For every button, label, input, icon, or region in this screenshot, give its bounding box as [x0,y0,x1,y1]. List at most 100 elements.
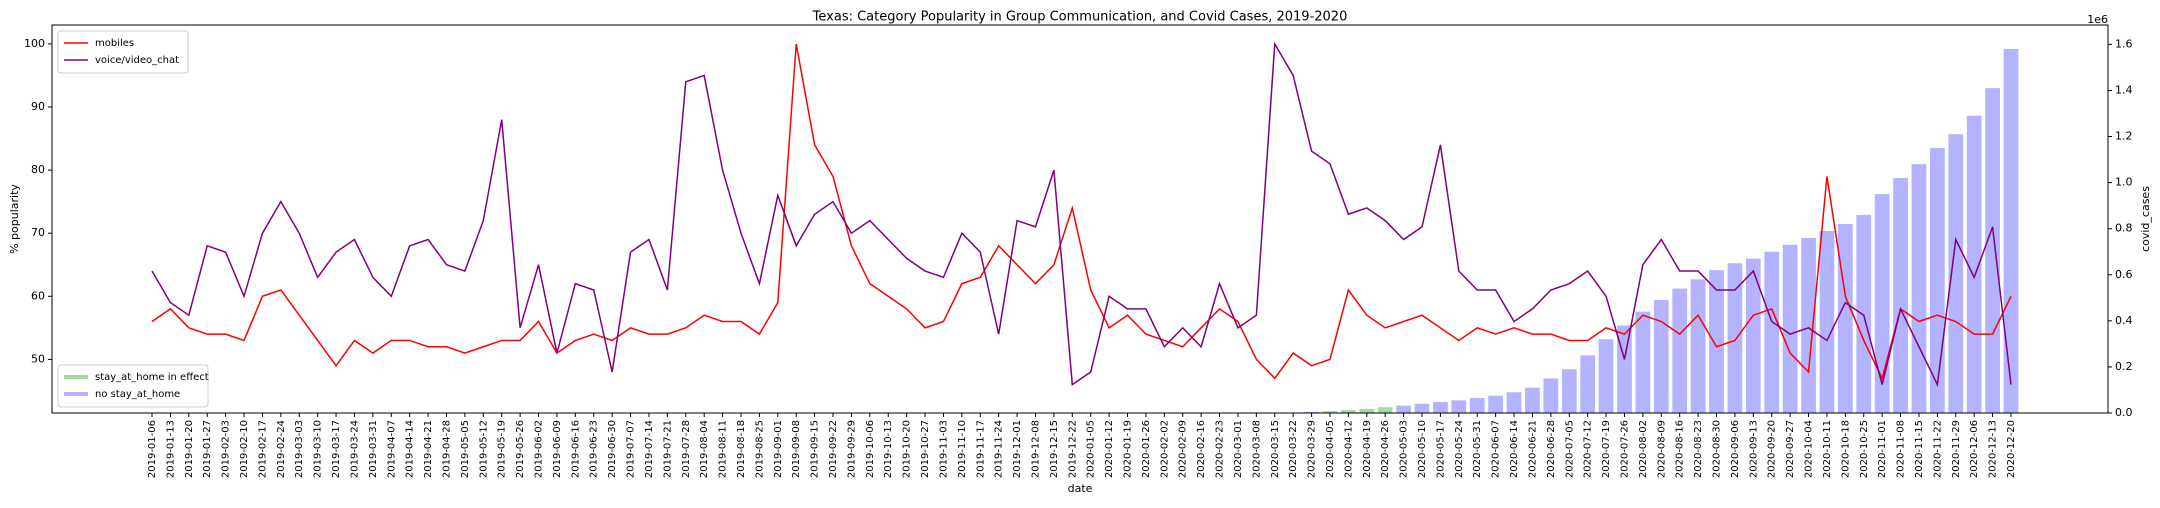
bar [1709,270,1724,413]
x-tick-label: 2019-08-11 [718,420,729,478]
x-tick-label: 2019-02-24 [276,420,287,478]
x-tick-label: 2019-04-07 [386,420,397,478]
x-tick-label: 2020-11-08 [1896,420,1907,478]
x-tick-label: 2020-12-13 [1988,420,1999,478]
x-tick-label: 2019-07-14 [644,420,655,478]
x-tick-label: 2019-06-09 [552,420,563,478]
x-tick-label: 2019-04-14 [405,420,416,478]
x-tick-label: 2020-04-26 [1380,420,1391,478]
x-tick-label: 2019-04-21 [423,420,434,478]
legend: mobiles voice/video_chat [58,31,188,73]
x-tick-label: 2020-01-26 [1141,420,1152,478]
bar [1580,355,1595,413]
x-tick-label: 2019-09-01 [773,420,784,478]
x-tick-label: 2020-05-31 [1472,420,1483,478]
bar [1451,400,1466,413]
x-tick-label: 2019-10-20 [902,420,913,478]
x-tick-label: 2019-10-06 [865,420,876,478]
x-tick-label: 2019-01-06 [147,420,158,478]
y-tick-label: 70 [31,226,45,239]
x-tick-label: 2019-02-10 [239,420,250,478]
bar [1838,224,1853,413]
x-tick-label: 2020-11-15 [1914,420,1925,478]
x-tick-label: 2020-05-24 [1454,420,1465,478]
x-tick-label: 2019-12-15 [1049,420,1060,478]
x-tick-label: 2019-03-31 [368,420,379,478]
bar [1801,238,1816,413]
x-tick-label: 2020-07-12 [1583,420,1594,478]
y-tick-label: 80 [31,163,45,176]
y2-tick-label: 0.2 [2115,360,2133,373]
legend-label: stay_at_home in effect [95,372,209,383]
x-tick-label: 2020-12-20 [2006,420,2017,478]
x-tick-label: 2019-01-13 [165,420,176,478]
y-axis-label: % popularity [8,184,21,254]
x-tick-label: 2020-06-07 [1491,420,1502,478]
bar [1488,396,1503,413]
bar [1985,88,2000,413]
y2-tick-label: 0.8 [2115,222,2133,235]
x-tick-label: 2020-01-19 [1123,420,1134,478]
x-tick-label: 2019-03-17 [331,420,342,478]
x-tick-label: 2020-07-19 [1601,420,1612,478]
x-tick-label: 2020-04-12 [1343,420,1354,478]
bar [1599,339,1614,413]
x-tick-label: 2020-10-25 [1859,420,1870,478]
x-tick-label: 2019-03-10 [313,420,324,478]
x-tick-label: 2019-08-04 [699,420,710,478]
x-tick-label: 2020-08-23 [1693,420,1704,478]
y-tick-label: 50 [31,352,45,365]
x-tick-label: 2020-09-06 [1730,420,1741,478]
bar [1525,388,1540,413]
x-tick-label: 2020-03-01 [1233,420,1244,478]
x-tick-label: 2020-11-01 [1877,420,1888,478]
y2-tick-label: 0.0 [2115,406,2133,419]
x-tick-label: 2019-02-17 [257,420,268,478]
x-tick-label: 2020-10-18 [1840,420,1851,478]
x-tick-label: 2019-08-25 [754,420,765,478]
x-tick-label: 2019-07-07 [626,420,637,478]
bar [1893,178,1908,413]
x-tick-label: 2019-06-02 [534,420,545,478]
bar [1820,231,1835,413]
x-tick-label: 2019-05-05 [460,420,471,478]
bar [1783,245,1798,413]
x-tick-label: 2020-12-06 [1969,420,1980,478]
x-tick-label: 2019-09-15 [810,420,821,478]
x-tick-label: 2020-01-12 [1104,420,1115,478]
bar [2004,49,2019,413]
x-tick-label: 2020-06-21 [1527,420,1538,478]
x-tick-label: 2020-10-04 [1804,420,1815,478]
x-tick-label: 2019-06-16 [570,420,581,478]
bar [1636,312,1651,413]
chart-title: Texas: Category Popularity in Group Comm… [812,10,1348,25]
x-tick-label: 2020-02-09 [1178,420,1189,478]
x-tick-label: 2020-05-03 [1399,420,1410,478]
x-tick-label: 2020-04-05 [1325,420,1336,478]
x-tick-label: 2020-09-20 [1767,420,1778,478]
x-tick-label: 2020-08-16 [1675,420,1686,478]
x-tick-label: 2020-10-11 [1822,420,1833,478]
x-tick-label: 2020-02-16 [1196,420,1207,478]
bar [1654,300,1669,413]
x-tick-label: 2019-03-24 [349,420,360,478]
x-tick-label: 2020-07-05 [1564,420,1575,478]
y2-tick-label: 0.6 [2115,268,2133,281]
legend-label: voice/video_chat [95,55,179,66]
bar [1433,402,1448,413]
y-tick-label: 90 [31,100,45,113]
x-tick-label: 2019-01-20 [184,420,195,478]
bar [1912,164,1927,413]
x-tick-label: 2019-10-13 [883,420,894,478]
bar [1617,325,1632,413]
bar [1543,378,1558,413]
x-tick-label: 2019-09-08 [791,420,802,478]
x-tick-label: 2019-09-22 [828,420,839,478]
legend-label: mobiles [95,38,134,49]
x-tick-label: 2020-11-29 [1951,420,1962,478]
y2-tick-label: 1.4 [2115,83,2133,96]
x-tick-label: 2020-07-26 [1619,420,1630,478]
x-tick-label: 2020-06-28 [1546,420,1557,478]
